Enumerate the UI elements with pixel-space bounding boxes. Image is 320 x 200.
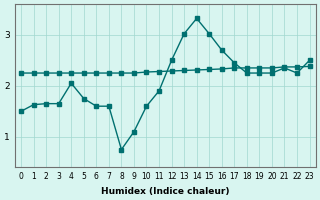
X-axis label: Humidex (Indice chaleur): Humidex (Indice chaleur) — [101, 187, 229, 196]
